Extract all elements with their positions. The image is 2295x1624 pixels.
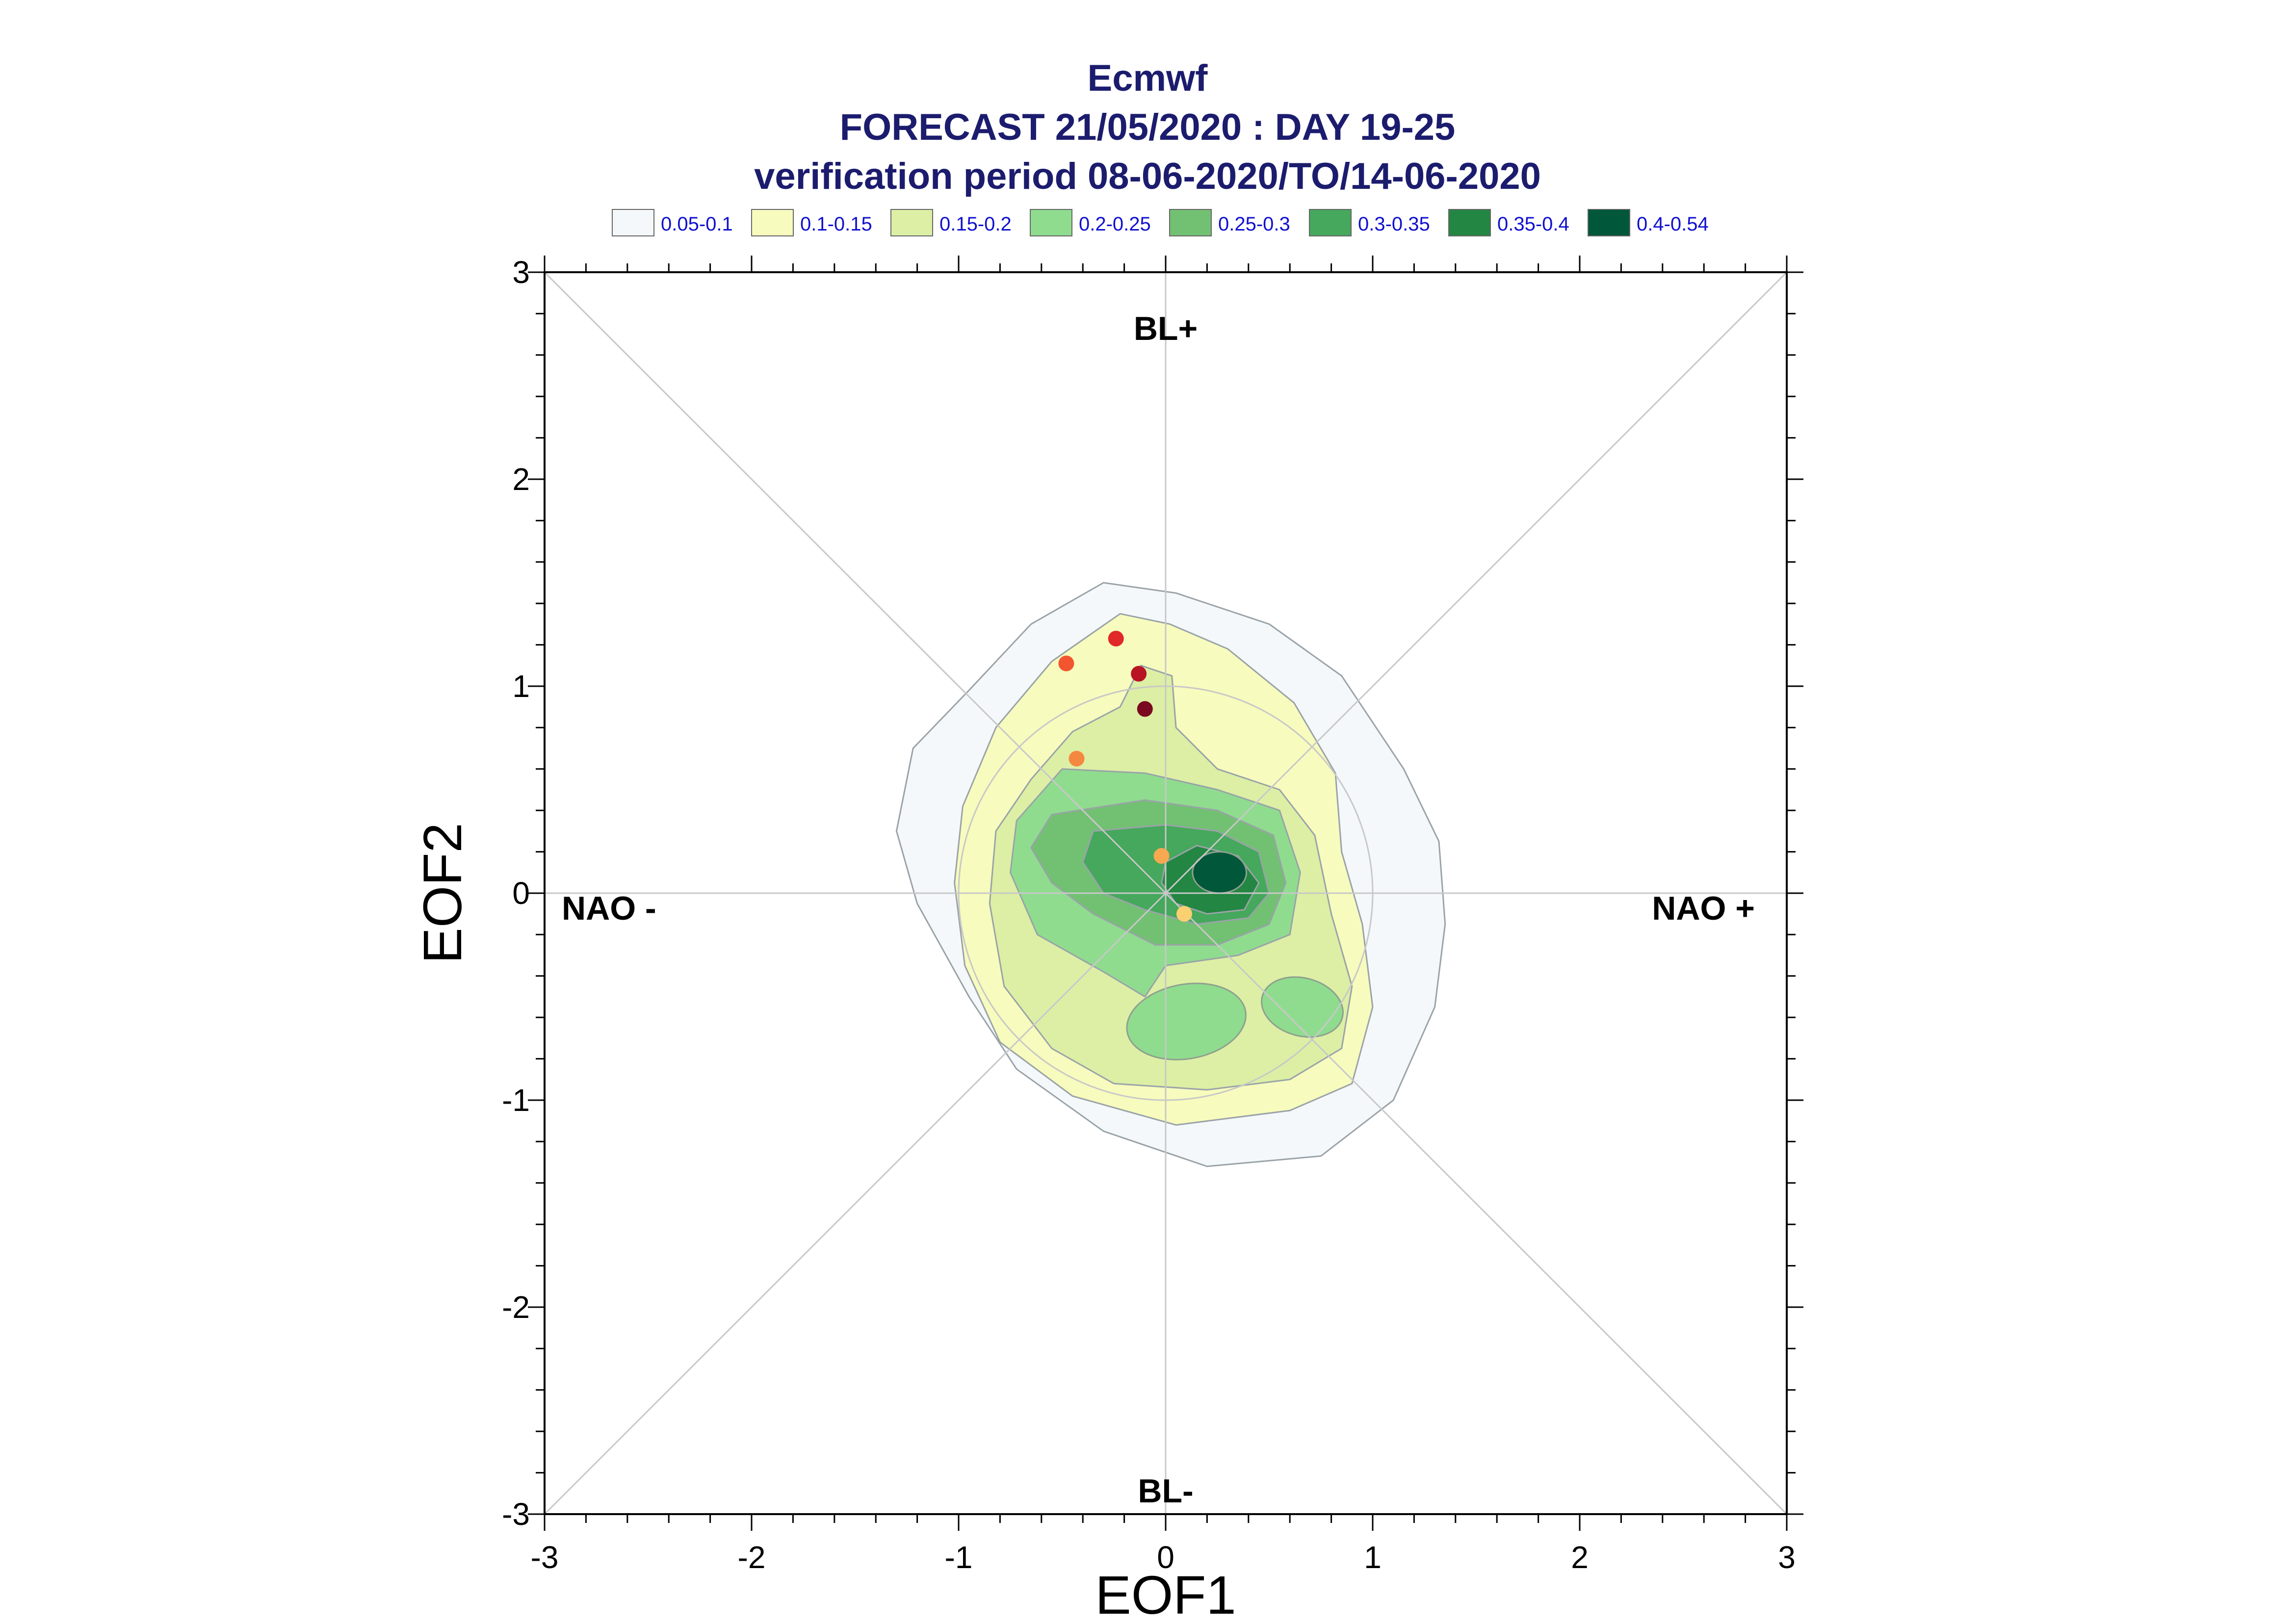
- legend: 0.05-0.1 0.1-0.15 0.15-0.2 0.2-0.25 0.25-0.3…: [612, 209, 1709, 236]
- contour-band-0.2-0.25-lobe-a: [1126, 982, 1247, 1060]
- chart-title: Ecmwf: [1087, 57, 1208, 99]
- x-tick-label: 2: [1571, 1540, 1589, 1575]
- contour-band-0.2-0.25-lobe-b: [1261, 976, 1344, 1038]
- forecast-points: [1058, 630, 1192, 922]
- y-tick-label: -2: [502, 1289, 530, 1325]
- chart-subtitle-forecast: FORECAST 21/05/2020 : DAY 19-25: [839, 106, 1456, 148]
- legend-label: 0.2-0.25: [1079, 213, 1151, 235]
- x-tick-label: -3: [531, 1540, 559, 1575]
- legend-swatch: [890, 209, 933, 236]
- y-tick-label: 3: [512, 255, 530, 290]
- forecast-point: [1058, 655, 1074, 671]
- forecast-point: [1108, 630, 1124, 646]
- legend-swatch: [1588, 209, 1630, 236]
- chart-subtitle-verification: verification period 08-06-2020/TO/14-06-…: [754, 155, 1541, 197]
- legend-label: 0.05-0.1: [661, 213, 733, 235]
- reference-lines: [544, 271, 1788, 1515]
- legend-label: 0.3-0.35: [1358, 213, 1430, 235]
- legend-label: 0.25-0.3: [1218, 213, 1290, 235]
- legend-label: 0.15-0.2: [939, 213, 1012, 235]
- label-nao-minus: NAO -: [562, 890, 656, 927]
- label-nao-plus: NAO +: [1652, 890, 1755, 927]
- legend-swatch: [1309, 209, 1352, 236]
- x-tick-label: -2: [738, 1540, 766, 1575]
- x-tick-label: 3: [1778, 1540, 1796, 1575]
- forecast-point: [1153, 848, 1170, 864]
- y-tick-label: 1: [512, 669, 530, 704]
- y-axis-title: EOF2: [413, 823, 473, 963]
- legend-label: 0.35-0.4: [1497, 213, 1569, 235]
- axis-ticks: [528, 256, 1803, 1531]
- legend-swatch: [612, 209, 654, 236]
- forecast-point: [1069, 750, 1085, 767]
- x-axis-title: EOF1: [1095, 1565, 1236, 1624]
- y-tick-label: -1: [502, 1083, 530, 1118]
- legend-label: 0.4-0.54: [1637, 213, 1709, 235]
- forecast-point: [1137, 701, 1153, 717]
- unit-circle: [958, 685, 1374, 1101]
- y-tick-label: 2: [512, 462, 530, 497]
- chart-title-block: Ecmwf FORECAST 21/05/2020 : DAY 19-25 ve…: [0, 54, 2295, 201]
- x-tick-label: 1: [1364, 1540, 1382, 1575]
- label-bl-minus: BL-: [1138, 1472, 1193, 1510]
- legend-swatch: [1448, 209, 1491, 236]
- y-tick-label: 0: [512, 876, 530, 911]
- forecast-point: [1176, 906, 1192, 922]
- legend-swatch: [1169, 209, 1212, 236]
- x-tick-label: -1: [945, 1540, 973, 1575]
- density-contours: [895, 582, 1446, 1167]
- x-tick-label: 0: [1157, 1540, 1174, 1575]
- forecast-point: [1131, 666, 1147, 682]
- legend-swatch: [751, 209, 794, 236]
- axis-labels: -3 -2 -1 0 1 2 3 3 2 1 0 -1 -2 -3 EOF1 EOF2 BL+ BL- NAO - N…: [413, 255, 1796, 1624]
- legend-label: 0.1-0.15: [800, 213, 872, 235]
- label-bl-plus: BL+: [1134, 310, 1198, 347]
- y-tick-label: -3: [502, 1496, 530, 1532]
- legend-swatch: [1030, 209, 1072, 236]
